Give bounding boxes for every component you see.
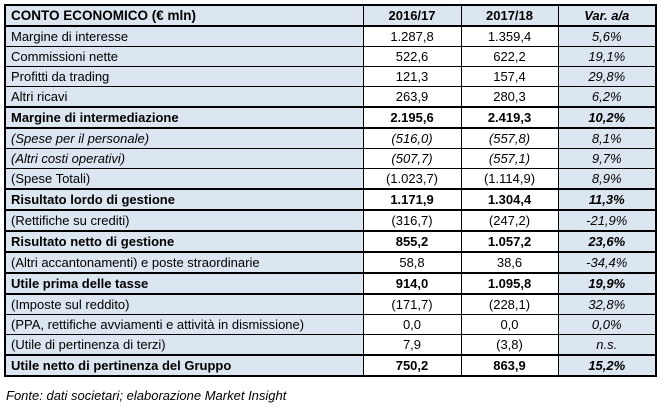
row-label: (Altri costi operativi): [4, 148, 364, 169]
row-value-2017-18: 0,0: [460, 314, 559, 335]
row-label: Utile prima delle tasse: [4, 272, 364, 295]
row-label: Profitti da trading: [4, 66, 364, 87]
row-value-2017-18: 2.419,3: [460, 106, 559, 129]
table-row: Utile netto di pertinenza del Gruppo 750…: [4, 354, 657, 377]
row-var-aa: 19,1%: [557, 46, 657, 67]
row-value-2017-18: 280,3: [460, 86, 559, 108]
table-row: Risultato lordo di gestione 1.171,9 1.30…: [4, 188, 657, 211]
row-value-2016-17: 58,8: [362, 251, 462, 274]
row-value-2016-17: 914,0: [362, 272, 462, 295]
row-var-aa: 11,3%: [557, 188, 657, 211]
row-var-aa: 9,7%: [557, 148, 657, 169]
header-var-aa: Var. a/a: [557, 4, 657, 27]
row-value-2016-17: (516,0): [362, 127, 462, 149]
row-value-2016-17: (171,7): [362, 293, 462, 315]
row-value-2017-18: 157,4: [460, 66, 559, 87]
row-label: (PPA, rettifiche avviamenti e attività i…: [4, 314, 364, 335]
table-row: (Spese Totali) (1.023,7) (1.114,9) 8,9%: [4, 168, 657, 190]
source-note: Fonte: dati societari; elaborazione Mark…: [6, 388, 287, 403]
row-var-aa: 29,8%: [557, 66, 657, 87]
row-var-aa: 8,1%: [557, 127, 657, 149]
row-var-aa: -21,9%: [557, 209, 657, 232]
row-var-aa: 19,9%: [557, 272, 657, 295]
row-var-aa: -34,4%: [557, 251, 657, 274]
row-var-aa: 32,8%: [557, 293, 657, 315]
table-row: (Altri accantonamenti) e poste straordin…: [4, 251, 657, 274]
row-var-aa: 23,6%: [557, 230, 657, 253]
row-var-aa: 5,6%: [557, 25, 657, 47]
table-row: Margine di interesse 1.287,8 1.359,4 5,6…: [4, 25, 657, 47]
row-label: Utile netto di pertinenza del Gruppo: [4, 354, 364, 377]
row-value-2016-17: 1.287,8: [362, 25, 462, 47]
table-header-row: CONTO ECONOMICO (€ mln) 2016/17 2017/18 …: [4, 4, 657, 27]
row-label: (Rettifiche su crediti): [4, 209, 364, 232]
header-2017-18: 2017/18: [460, 4, 559, 27]
table-row: Risultato netto di gestione 855,2 1.057,…: [4, 230, 657, 253]
table-row: (Spese per il personale) (516,0) (557,8)…: [4, 127, 657, 149]
row-label: (Imposte sul reddito): [4, 293, 364, 315]
row-value-2017-18: 1.057,2: [460, 230, 559, 253]
row-value-2017-18: 1.304,4: [460, 188, 559, 211]
row-var-aa: 0,0%: [557, 314, 657, 335]
table-row: Altri ricavi 263,9 280,3 6,2%: [4, 86, 657, 108]
row-value-2016-17: (507,7): [362, 148, 462, 169]
row-value-2016-17: 855,2: [362, 230, 462, 253]
row-var-aa: 10,2%: [557, 106, 657, 129]
row-value-2017-18: (557,1): [460, 148, 559, 169]
row-value-2017-18: (557,8): [460, 127, 559, 149]
income-statement-table: CONTO ECONOMICO (€ mln) 2016/17 2017/18 …: [4, 4, 657, 377]
table-row: Profitti da trading 121,3 157,4 29,8%: [4, 66, 657, 87]
row-value-2016-17: 1.171,9: [362, 188, 462, 211]
row-var-aa: 6,2%: [557, 86, 657, 108]
row-value-2016-17: (1.023,7): [362, 168, 462, 190]
row-value-2016-17: 263,9: [362, 86, 462, 108]
row-label: Risultato netto di gestione: [4, 230, 364, 253]
row-label: Margine di intermediazione: [4, 106, 364, 129]
row-label: (Altri accantonamenti) e poste straordin…: [4, 251, 364, 274]
row-value-2016-17: 750,2: [362, 354, 462, 377]
row-value-2016-17: 7,9: [362, 334, 462, 356]
row-value-2017-18: 1.095,8: [460, 272, 559, 295]
row-var-aa: 8,9%: [557, 168, 657, 190]
row-value-2017-18: (3,8): [460, 334, 559, 356]
row-label: Margine di interesse: [4, 25, 364, 47]
row-value-2016-17: (316,7): [362, 209, 462, 232]
row-label: Commissioni nette: [4, 46, 364, 67]
row-value-2017-18: 863,9: [460, 354, 559, 377]
table-row: Margine di intermediazione 2.195,6 2.419…: [4, 106, 657, 129]
row-label: Risultato lordo di gestione: [4, 188, 364, 211]
row-label: (Utile di pertinenza di terzi): [4, 334, 364, 356]
table-row: (PPA, rettifiche avviamenti e attività i…: [4, 314, 657, 335]
header-conto-economico: CONTO ECONOMICO (€ mln): [4, 4, 364, 27]
row-var-aa: 15,2%: [557, 354, 657, 377]
row-value-2016-17: 522,6: [362, 46, 462, 67]
table-row: (Rettifiche su crediti) (316,7) (247,2) …: [4, 209, 657, 232]
row-var-aa: n.s.: [557, 334, 657, 356]
row-label: Altri ricavi: [4, 86, 364, 108]
row-value-2017-18: (1.114,9): [460, 168, 559, 190]
table-row: Utile prima delle tasse 914,0 1.095,8 19…: [4, 272, 657, 295]
header-2016-17: 2016/17: [362, 4, 462, 27]
table-row: (Imposte sul reddito) (171,7) (228,1) 32…: [4, 293, 657, 315]
row-value-2017-18: (247,2): [460, 209, 559, 232]
table-body: Margine di interesse 1.287,8 1.359,4 5,6…: [4, 25, 657, 377]
table-row: Commissioni nette 522,6 622,2 19,1%: [4, 46, 657, 67]
row-value-2017-18: (228,1): [460, 293, 559, 315]
row-label: (Spese per il personale): [4, 127, 364, 149]
row-value-2016-17: 0,0: [362, 314, 462, 335]
table-row: (Utile di pertinenza di terzi) 7,9 (3,8)…: [4, 334, 657, 356]
row-value-2016-17: 121,3: [362, 66, 462, 87]
row-value-2017-18: 622,2: [460, 46, 559, 67]
row-value-2016-17: 2.195,6: [362, 106, 462, 129]
row-label: (Spese Totali): [4, 168, 364, 190]
row-value-2017-18: 1.359,4: [460, 25, 559, 47]
row-value-2017-18: 38,6: [460, 251, 559, 274]
table-row: (Altri costi operativi) (507,7) (557,1) …: [4, 148, 657, 169]
